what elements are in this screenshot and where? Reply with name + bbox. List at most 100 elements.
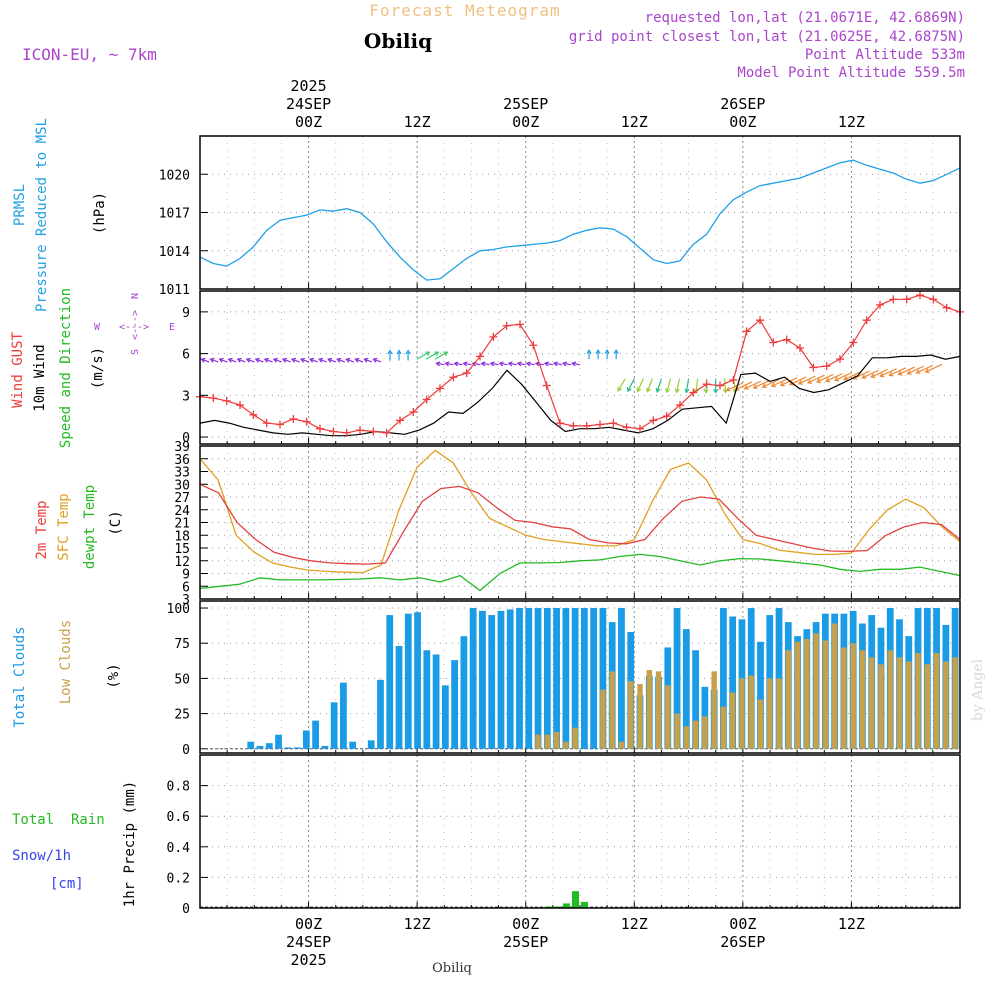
gust-marker-37 bbox=[689, 388, 698, 397]
wind-direction-arrow-70 bbox=[816, 373, 834, 383]
bottom-tick-label-3: 12Z bbox=[621, 915, 648, 933]
total-cloud-bar-43 bbox=[599, 608, 607, 749]
low-cloud-bar-60 bbox=[757, 699, 764, 749]
gust-marker-14 bbox=[382, 428, 391, 437]
wind-direction-arrowhead-3 bbox=[218, 357, 224, 363]
gust-marker-51 bbox=[876, 300, 884, 309]
total-cloud-bar-6 bbox=[256, 745, 264, 749]
clouds-panel: 0 25 50 75 100 bbox=[167, 600, 961, 758]
gust-marker-40 bbox=[729, 376, 738, 385]
low-cloud-bar-57 bbox=[729, 692, 736, 749]
low-cloud-bar-36 bbox=[535, 734, 541, 749]
wind-direction-arrowhead-41 bbox=[561, 361, 568, 367]
gust-line bbox=[199, 294, 961, 434]
credit-watermark: by Angel bbox=[970, 658, 986, 721]
low-cloud-bar-70 bbox=[850, 643, 856, 749]
wind-direction-arrowhead-63 bbox=[752, 384, 758, 389]
wind-unit: (m/s) bbox=[90, 347, 106, 389]
wind-direction-arrowhead-82 bbox=[924, 368, 930, 374]
gust-marker-15 bbox=[396, 416, 404, 425]
wind-direction-arrowhead-25 bbox=[434, 351, 440, 356]
gust-marker-25 bbox=[529, 341, 538, 350]
wind-direction-arrow-42 bbox=[572, 362, 581, 366]
wind-direction-arrowhead-43 bbox=[586, 348, 592, 354]
gust-marker-30 bbox=[596, 420, 604, 429]
wind-direction-arrow-58 bbox=[724, 378, 727, 393]
bottom-tick-label-0: 00Z bbox=[295, 915, 322, 933]
wind-direction-arrow-28 bbox=[445, 362, 454, 366]
gust-marker-34 bbox=[649, 416, 658, 425]
low-cloud-bar-74 bbox=[887, 650, 893, 749]
gust-marker-35 bbox=[662, 412, 671, 421]
total-cloud-bar-33 bbox=[506, 609, 514, 749]
wind-direction-arrow-29 bbox=[454, 362, 463, 366]
wind-direction-arrowhead-27 bbox=[435, 361, 441, 367]
wind-direction-arrowhead-24 bbox=[425, 351, 431, 356]
dewpt-line bbox=[199, 553, 961, 592]
temp-ytick-label-9: 30 bbox=[174, 478, 190, 493]
wind-direction-arrowhead-19 bbox=[363, 357, 369, 363]
low-cloud-bar-45 bbox=[618, 741, 625, 749]
wind-direction-arrowhead-28 bbox=[444, 361, 450, 367]
wind-direction-arrow-64 bbox=[762, 378, 780, 388]
wind-direction-arrow-49 bbox=[637, 378, 644, 392]
top-tick-label-5: 12Z bbox=[838, 113, 865, 131]
gust-marker-9 bbox=[316, 424, 324, 433]
wind-direction-arrow-10 bbox=[282, 358, 291, 363]
wind-direction-arrowhead-74 bbox=[852, 375, 858, 380]
wind-direction-arrowhead-65 bbox=[770, 382, 776, 388]
wind-direction-arrowhead-71 bbox=[825, 377, 831, 383]
total-cloud-bar-10 bbox=[293, 747, 301, 749]
grid-lonlat: grid point closest lon,lat (21.0625E, 42… bbox=[569, 29, 965, 45]
pressure-ytick-label-3: 1020 bbox=[159, 168, 190, 183]
gust-marker-3 bbox=[236, 401, 244, 410]
gust-marker-20 bbox=[462, 369, 471, 378]
total-cloud-bar-52 bbox=[682, 629, 690, 749]
rain-bar-1 bbox=[553, 906, 561, 908]
wind-direction-arrowhead-48 bbox=[627, 387, 632, 393]
wind-direction-arrow-82 bbox=[925, 363, 943, 373]
total-cloud-bar-41 bbox=[581, 608, 588, 749]
gust-marker-53 bbox=[902, 295, 911, 304]
total-cloud-bar-60 bbox=[757, 641, 764, 749]
wind-direction-arrow-78 bbox=[889, 367, 906, 376]
top-date-label-4: 26SEP bbox=[720, 95, 765, 113]
wind-direction-arrow-8 bbox=[264, 358, 273, 363]
wind-direction-arrowhead-46 bbox=[613, 348, 619, 354]
wind-direction-arrow-47 bbox=[617, 378, 626, 392]
temp2m-label: 2m Temp bbox=[34, 500, 50, 559]
low-cloud-bar-71 bbox=[859, 650, 866, 749]
total-cloud-bar-15 bbox=[340, 682, 347, 749]
wind-direction-arrowhead-36 bbox=[516, 361, 522, 367]
gust-marker-41 bbox=[742, 327, 751, 336]
gust-marker-5 bbox=[262, 419, 271, 428]
temp2m-line bbox=[199, 483, 961, 565]
wind-direction-arrow-74 bbox=[852, 370, 870, 380]
gust-marker-54 bbox=[916, 291, 924, 300]
gust-marker-22 bbox=[489, 332, 498, 341]
wind-direction-arrow-36 bbox=[517, 362, 526, 366]
gust-marker-2 bbox=[222, 396, 231, 405]
wind-ytick-label-1: 3 bbox=[182, 389, 190, 404]
low-cloud-bar-61 bbox=[767, 678, 773, 749]
compass-east: E bbox=[169, 322, 175, 333]
wind-direction-arrowhead-76 bbox=[870, 373, 876, 379]
wind-ytick-label-3: 9 bbox=[182, 306, 190, 321]
wind-direction-arrowhead-2 bbox=[209, 357, 215, 363]
clouds-border bbox=[199, 600, 961, 754]
low-cloud-bar-62 bbox=[776, 678, 782, 749]
wind-direction-arrow-79 bbox=[898, 366, 916, 376]
gust-marker-23 bbox=[502, 321, 511, 330]
low-cloud-bar-50 bbox=[665, 685, 671, 749]
total-cloud-bar-35 bbox=[525, 608, 533, 749]
gust-marker-33 bbox=[636, 424, 644, 433]
wind-direction-arrowhead-47 bbox=[617, 386, 623, 392]
wind-direction-arrowhead-60 bbox=[725, 386, 731, 392]
gust-marker-52 bbox=[889, 295, 898, 304]
gust-marker-11 bbox=[342, 428, 351, 437]
low-cloud-bar-78 bbox=[924, 664, 931, 749]
low-cloud-bar-48 bbox=[646, 669, 652, 749]
low-cloud-bar-80 bbox=[943, 661, 949, 749]
wind-direction-arrowhead-69 bbox=[806, 379, 813, 384]
gust-marker-4 bbox=[249, 410, 258, 419]
